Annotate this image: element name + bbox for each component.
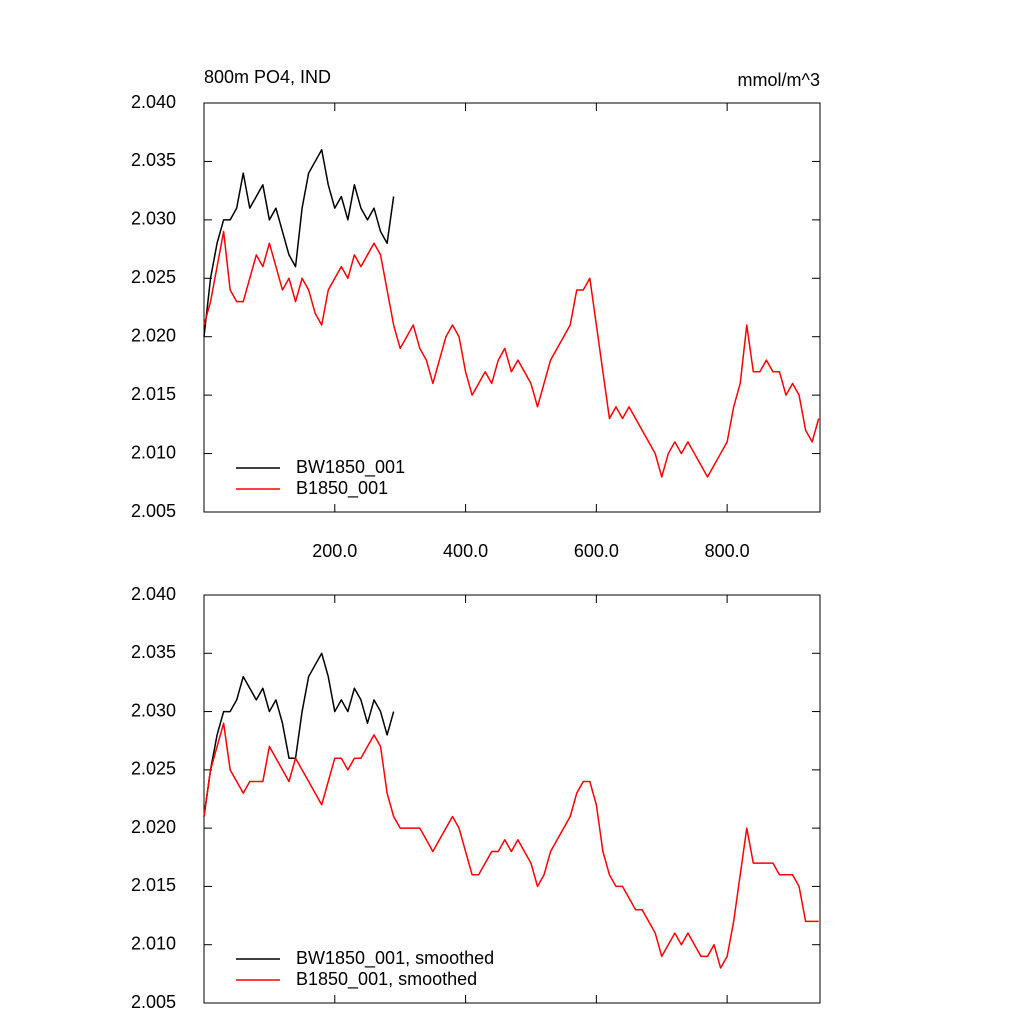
y-tick-label: 2.010	[131, 933, 176, 953]
y-tick-label: 2.010	[131, 442, 176, 462]
y-tick-label: 2.025	[131, 759, 176, 779]
y-tick-label: 2.020	[131, 817, 176, 837]
y-tick-label: 2.025	[131, 267, 176, 287]
y-tick-label: 2.035	[131, 150, 176, 170]
chart-title: 800m PO4, IND	[204, 67, 331, 87]
y-tick-label: 2.015	[131, 384, 176, 404]
y-tick-label: 2.015	[131, 875, 176, 895]
units-label: mmol/m^3	[738, 70, 820, 90]
y-tick-label: 2.035	[131, 642, 176, 662]
plot-frame	[203, 102, 821, 513]
y-tick-label: 2.005	[131, 992, 176, 1012]
x-tick-label: 600.0	[574, 541, 619, 561]
y-tick-label: 2.005	[131, 501, 176, 521]
y-tick-label: 2.030	[131, 209, 176, 229]
plot-frame	[203, 594, 821, 1004]
x-tick-label: 400.0	[443, 541, 488, 561]
y-tick-label: 2.030	[131, 700, 176, 720]
data-line	[203, 652, 395, 817]
legend-label: B1850_001, smoothed	[296, 969, 477, 990]
data-line	[203, 230, 820, 478]
legend-label: B1850_001	[296, 478, 388, 499]
y-tick-label: 2.040	[131, 584, 176, 604]
x-tick-label: 800.0	[705, 541, 750, 561]
x-tick-label: 200.0	[312, 541, 357, 561]
data-line	[203, 722, 819, 969]
legend-label: BW1850_001	[296, 457, 405, 478]
y-tick-label: 2.020	[131, 325, 176, 345]
legend-label: BW1850_001, smoothed	[296, 948, 494, 969]
data-line	[203, 148, 395, 337]
y-tick-label: 2.040	[131, 92, 176, 112]
